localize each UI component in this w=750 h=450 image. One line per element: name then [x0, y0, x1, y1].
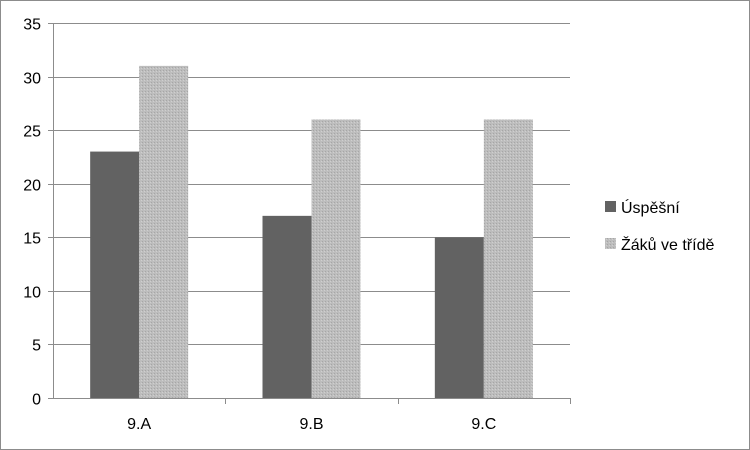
bar-uspesni-9.B — [262, 215, 312, 398]
y-tick-label: 0 — [32, 392, 41, 409]
x-tick-label: 9.A — [127, 416, 151, 433]
bar-zaku-ve-tride-9.A — [139, 65, 189, 398]
bars — [90, 65, 533, 398]
x-tick-label: 9.B — [299, 416, 323, 433]
bar-zaku-ve-tride-9.C — [483, 119, 533, 398]
legend-swatch — [605, 201, 616, 212]
bar-zaku-ve-tride-9.B — [311, 119, 361, 398]
y-tick-label: 10 — [23, 285, 41, 302]
x-tick-label: 9.C — [471, 416, 496, 433]
y-tick-label: 5 — [32, 338, 41, 355]
legend-swatch — [605, 238, 616, 249]
y-tick-label: 15 — [23, 231, 41, 248]
axes — [48, 23, 571, 404]
bar-uspesni-9.C — [434, 237, 484, 398]
y-tick-label: 25 — [23, 124, 41, 141]
y-tick-label: 30 — [23, 71, 41, 88]
legend-label: Úspěšní — [621, 198, 680, 217]
y-tick-label: 20 — [23, 178, 41, 195]
bar-uspesni-9.A — [90, 151, 140, 398]
y-tick-label: 35 — [23, 17, 41, 34]
axis-labels: 0 5 10 15 20 25 30 35 9.A 9.B 9.C — [23, 17, 496, 434]
legend-label: Žáků ve třídě — [621, 235, 714, 254]
legend: Úspěšní Žáků ve třídě — [605, 198, 714, 254]
